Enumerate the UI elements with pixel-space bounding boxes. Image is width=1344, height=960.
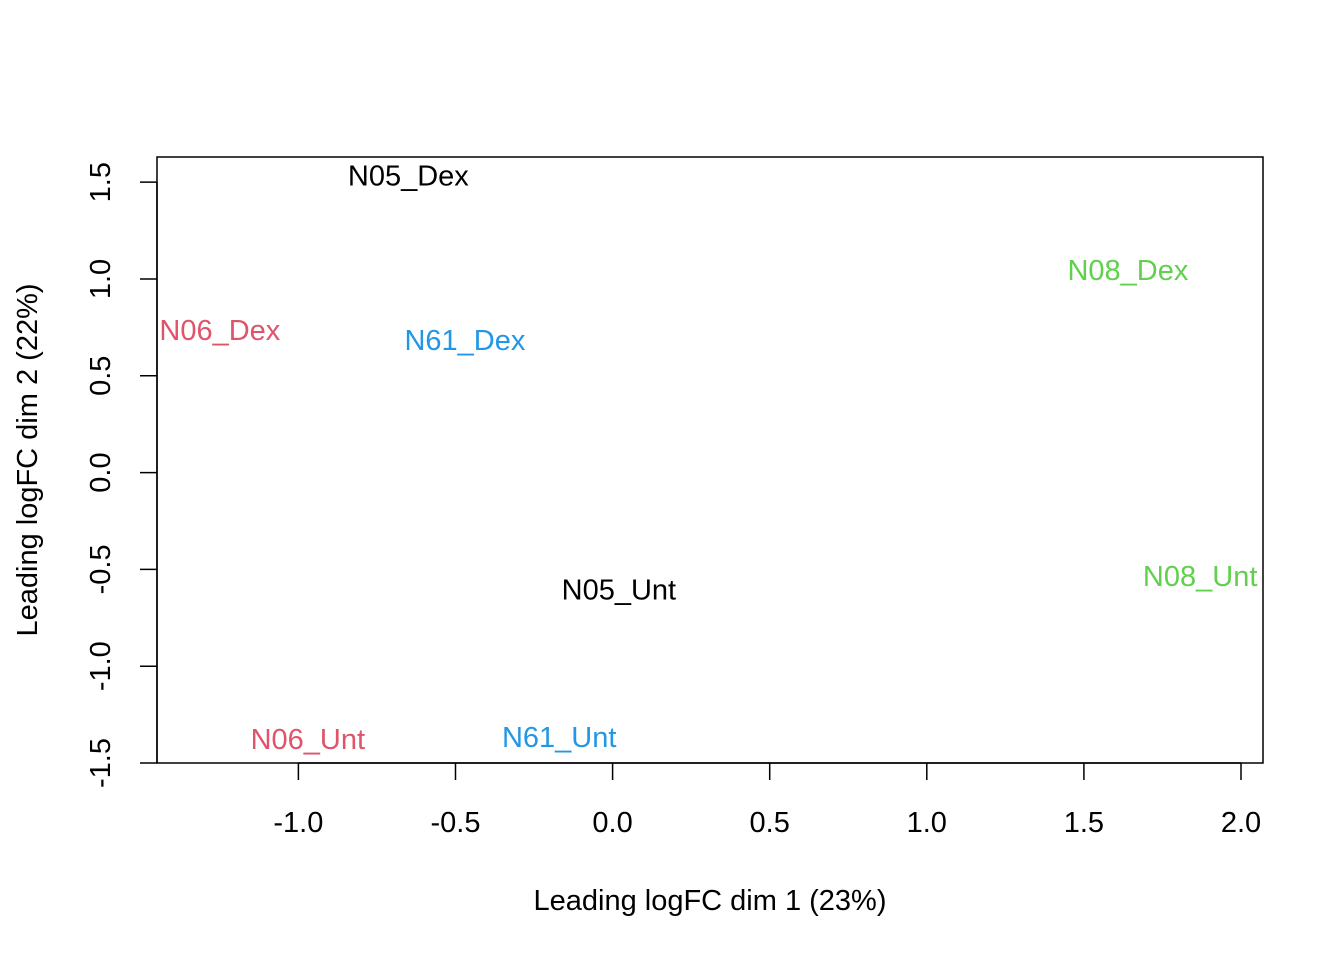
y-tick-label: -1.5 bbox=[85, 738, 117, 788]
y-tick-label: -1.0 bbox=[85, 641, 117, 691]
y-tick-label: 0.0 bbox=[85, 452, 117, 492]
x-axis-label: Leading logFC dim 1 (23%) bbox=[533, 885, 886, 917]
y-tick-label: 1.0 bbox=[85, 259, 117, 299]
point-label: N05_Unt bbox=[562, 575, 676, 607]
point-labels: N05_Dex N06_Dex N61_Dex N08_Dex N05_Unt N08_U… bbox=[159, 160, 1257, 755]
x-tick-label: -0.5 bbox=[431, 807, 481, 839]
point-label: N06_Unt bbox=[251, 724, 365, 756]
point-label: N06_Dex bbox=[159, 315, 280, 347]
point-label: N61_Dex bbox=[404, 325, 525, 357]
y-axis-label: Leading logFC dim 2 (22%) bbox=[12, 283, 44, 636]
x-tick-label: 1.5 bbox=[1064, 807, 1104, 839]
y-axis: -1.5 -1.0 -0.5 0.0 0.5 1.0 1.5 bbox=[85, 162, 158, 788]
x-axis: -1.0 -0.5 0.0 0.5 1.0 1.5 2.0 bbox=[273, 762, 1261, 839]
plot-frame bbox=[156, 156, 1264, 764]
x-tick-label: 2.0 bbox=[1221, 807, 1261, 839]
point-label: N08_Dex bbox=[1067, 255, 1188, 287]
x-tick-label: 0.5 bbox=[750, 807, 790, 839]
x-tick-label: 1.0 bbox=[907, 807, 947, 839]
y-tick-label: -0.5 bbox=[85, 544, 117, 594]
y-tick-label: 0.5 bbox=[85, 356, 117, 396]
y-tick-label: 1.5 bbox=[85, 162, 117, 202]
point-label: N05_Dex bbox=[348, 160, 469, 192]
point-label: N61_Unt bbox=[502, 722, 616, 754]
x-tick-label: -1.0 bbox=[273, 807, 323, 839]
x-tick-label: 0.0 bbox=[592, 807, 632, 839]
point-label: N08_Unt bbox=[1143, 561, 1257, 593]
